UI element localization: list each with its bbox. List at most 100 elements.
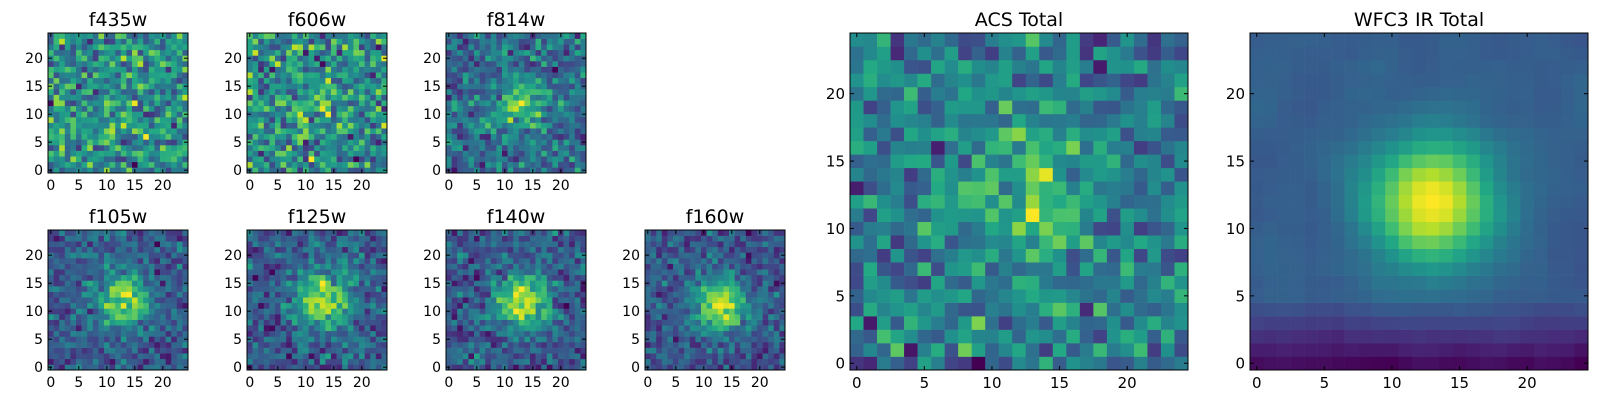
heatmap-cell <box>558 117 564 123</box>
heatmap-cell <box>751 274 758 281</box>
heatmap-cell <box>359 83 365 90</box>
heatmap-cell <box>353 314 360 320</box>
heatmap-cell <box>507 105 514 112</box>
heatmap-cell <box>165 319 172 326</box>
heatmap-cell <box>706 269 713 276</box>
heatmap-cell <box>451 128 458 135</box>
x-tick-label: 10 <box>98 178 116 194</box>
heatmap-cell <box>998 208 1013 223</box>
heatmap-cell <box>751 325 758 332</box>
heatmap-cell <box>474 291 480 298</box>
heatmap-cell <box>148 347 155 354</box>
panel-title: f160w <box>686 206 745 228</box>
heatmap-cell <box>48 347 54 354</box>
heatmap-cell <box>263 347 270 354</box>
heatmap-cell <box>502 263 508 270</box>
heatmap-cell <box>502 274 508 281</box>
heatmap-cell <box>148 258 155 264</box>
heatmap-cell <box>364 263 371 270</box>
heatmap-cell <box>258 122 265 129</box>
heatmap-cell <box>381 286 388 292</box>
heatmap-cell <box>98 252 105 259</box>
heatmap-cell <box>558 280 564 287</box>
heatmap-cell <box>64 274 71 281</box>
heatmap-cell <box>552 280 559 287</box>
heatmap-cell <box>701 291 707 298</box>
heatmap-cell <box>269 364 276 371</box>
heatmap-cell <box>535 297 542 304</box>
heatmap-cell <box>48 61 54 67</box>
heatmap-cell <box>762 274 769 281</box>
heatmap-cell <box>263 269 270 276</box>
heatmap-cell <box>689 336 696 343</box>
heatmap-cell <box>143 302 150 309</box>
heatmap-cell <box>468 314 475 320</box>
heatmap-cell <box>64 230 71 236</box>
heatmap-cell <box>689 269 696 276</box>
heatmap-cell <box>541 274 548 281</box>
heatmap-cell <box>530 150 536 157</box>
heatmap-cell <box>462 308 469 315</box>
heatmap-cell <box>734 336 741 343</box>
heatmap-cell <box>502 269 508 276</box>
heatmap-cell <box>53 347 60 354</box>
heatmap-cell <box>370 133 377 140</box>
heatmap-cell <box>850 167 864 182</box>
heatmap-cell <box>381 241 388 248</box>
heatmap-cell <box>115 133 122 140</box>
heatmap-cell <box>877 302 891 317</box>
heatmap-cell <box>247 347 253 354</box>
heatmap-cell <box>574 241 581 248</box>
heatmap-cell <box>137 274 144 281</box>
heatmap-cell <box>474 325 480 332</box>
heatmap-cell <box>524 89 531 95</box>
heatmap-cell <box>59 358 66 365</box>
heatmap-cell <box>740 274 747 281</box>
x-tick-label: 10 <box>297 178 315 194</box>
heatmap-cell <box>1025 221 1040 236</box>
y-tick-label: 10 <box>224 107 242 123</box>
heatmap-cell <box>325 347 332 354</box>
heatmap-cell <box>375 139 382 146</box>
heatmap-cell <box>53 319 60 326</box>
heatmap-cell <box>171 297 178 304</box>
heatmap-cell <box>1174 208 1189 223</box>
heatmap-cell <box>904 356 918 371</box>
heatmap-cell <box>275 83 281 90</box>
heatmap-cell <box>563 353 570 360</box>
heatmap-cell <box>81 156 88 163</box>
heatmap-cell <box>53 145 60 151</box>
heatmap-cell <box>154 61 161 67</box>
heatmap-cell <box>154 94 161 101</box>
heatmap-cell <box>342 72 349 79</box>
panel-title: f105w <box>89 206 148 228</box>
heatmap-cell <box>319 128 326 135</box>
heatmap-cell <box>70 364 77 371</box>
heatmap-cell <box>757 319 763 326</box>
heatmap-cell <box>479 286 486 292</box>
heatmap-cell <box>154 145 161 151</box>
heatmap-cell <box>375 77 382 84</box>
heatmap-cell <box>364 274 371 281</box>
heatmap-cell <box>280 330 287 337</box>
heatmap-cell <box>297 139 304 146</box>
heatmap-cell <box>762 302 769 309</box>
heatmap-cell <box>673 336 679 343</box>
heatmap-cell <box>650 263 657 270</box>
heatmap-cell <box>524 167 531 174</box>
heatmap-cell <box>70 33 77 39</box>
heatmap-cell <box>359 117 365 123</box>
heatmap-cell <box>342 280 349 287</box>
heatmap-cell <box>280 314 287 320</box>
heatmap-cell <box>126 353 133 360</box>
heatmap-cell <box>745 358 752 365</box>
heatmap-cell <box>263 133 270 140</box>
heatmap-cell <box>667 297 674 304</box>
heatmap-cell <box>580 297 587 304</box>
heatmap-cell <box>87 38 94 45</box>
heatmap-cell <box>353 269 360 276</box>
heatmap-cell <box>64 89 71 95</box>
heatmap-cell <box>154 263 161 270</box>
heatmap-cell <box>275 336 281 343</box>
heatmap-cell <box>446 246 452 253</box>
